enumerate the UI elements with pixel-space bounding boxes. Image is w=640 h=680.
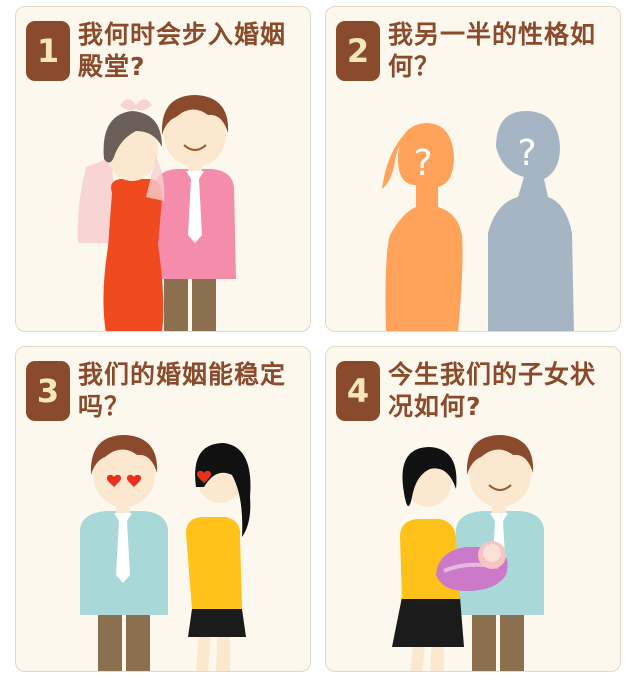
groom-figure xyxy=(152,95,236,331)
card-number-badge: 3 xyxy=(26,361,70,421)
family-with-baby-illustration xyxy=(392,435,544,671)
woman-figure xyxy=(186,443,251,671)
bride-figure xyxy=(77,99,165,331)
question-mark: ? xyxy=(413,143,432,184)
card-number-badge: 2 xyxy=(336,21,380,81)
card-number-badge: 4 xyxy=(336,361,380,421)
card-4: 4 今生我们的子女状况如何? xyxy=(325,346,621,672)
card-number-badge: 1 xyxy=(26,21,70,81)
female-silhouette: ? xyxy=(382,123,463,331)
baby-figure xyxy=(436,541,508,591)
card-1: 1 我何时会步入婚姻殿堂? xyxy=(15,6,311,332)
card-2: 2 我另一半的性格如何？ ? ? xyxy=(325,6,621,332)
couple-heart-eyes-illustration xyxy=(80,435,251,671)
question-mark: ? xyxy=(517,133,536,174)
two-silhouettes-illustration: ? ? xyxy=(382,111,574,331)
card-question: 我们的婚姻能稳定吗？ xyxy=(78,360,287,421)
male-silhouette: ? xyxy=(488,111,574,331)
man-figure xyxy=(80,435,168,671)
card-question: 今生我们的子女状况如何? xyxy=(388,360,597,421)
card-question: 我另一半的性格如何？ xyxy=(388,20,597,81)
card-question: 我何时会步入婚姻殿堂? xyxy=(78,20,287,81)
bride-and-groom-illustration xyxy=(77,95,236,331)
card-3: 3 我们的婚姻能稳定吗？ xyxy=(15,346,311,672)
